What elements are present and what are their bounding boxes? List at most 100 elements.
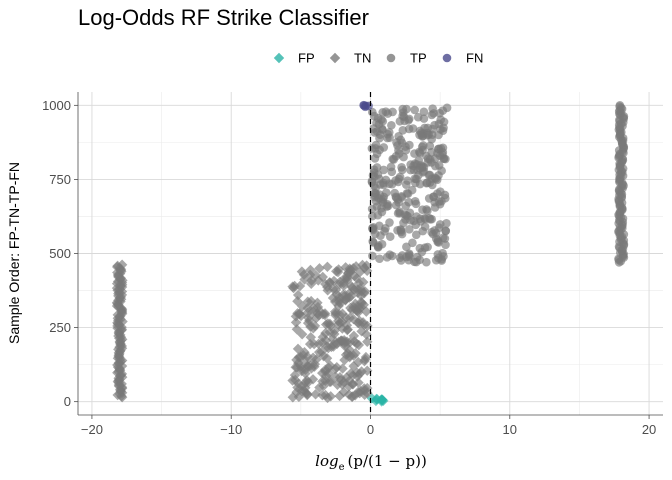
point-tn <box>319 364 331 376</box>
point-tp <box>381 188 391 197</box>
point-tn <box>299 347 310 358</box>
y-tick-label: 750 <box>49 172 71 187</box>
point-tp <box>442 103 452 113</box>
point-tp <box>401 145 411 155</box>
point-tn <box>331 266 342 277</box>
legend-label: FP <box>298 51 315 66</box>
legend-key <box>329 52 341 64</box>
point-tp <box>385 232 395 241</box>
y-tick-label: 500 <box>49 246 71 261</box>
point-tn <box>292 289 304 301</box>
point-tn <box>302 296 313 307</box>
point-tp <box>370 191 380 200</box>
point-tp <box>420 243 430 252</box>
legend-label: TP <box>410 51 427 66</box>
point-tn <box>362 336 373 347</box>
point-tp <box>373 113 383 123</box>
point-tn <box>337 363 348 374</box>
point-tp <box>408 238 417 248</box>
point-tp <box>432 175 442 185</box>
legend-key <box>386 53 396 63</box>
point-tn <box>345 368 357 379</box>
point-tp <box>437 166 446 176</box>
chart-title: Log-Odds RF Strike Classifier <box>78 5 369 30</box>
point-tn <box>317 271 328 283</box>
legend-key <box>273 52 285 64</box>
point-tp <box>420 222 430 231</box>
point-tn <box>328 283 339 295</box>
point-tn <box>306 275 317 286</box>
point-tn <box>296 381 307 392</box>
point-tp <box>428 229 438 239</box>
x-tick-label: −10 <box>220 422 242 437</box>
point-tp <box>388 107 397 117</box>
point-tn <box>354 368 365 379</box>
point-tp <box>615 101 625 110</box>
point-tn <box>338 386 349 398</box>
point-tn <box>354 315 365 326</box>
point-tp <box>430 161 440 171</box>
point-tp <box>387 251 397 261</box>
point-tn <box>334 317 346 328</box>
point-tp <box>395 253 405 263</box>
point-tp <box>401 201 411 211</box>
point-tp <box>423 154 433 164</box>
point-tn <box>349 390 361 401</box>
point-tp <box>401 180 411 189</box>
point-tp <box>393 208 403 218</box>
point-fn <box>360 102 370 112</box>
point-tp <box>441 226 451 236</box>
point-tn <box>289 369 301 381</box>
point-tn <box>292 296 303 307</box>
y-tick-label: 250 <box>49 320 71 335</box>
point-tp <box>442 219 451 228</box>
point-tp <box>411 257 421 267</box>
x-axis-title-base: log <box>315 452 338 470</box>
point-tn <box>116 259 128 270</box>
point-tn <box>310 389 321 400</box>
point-tn <box>362 365 373 376</box>
point-tn <box>296 363 307 374</box>
legend-item-tp: TP <box>386 51 427 66</box>
point-tn <box>300 355 312 367</box>
point-tp <box>410 196 420 206</box>
point-tn <box>322 392 333 404</box>
point-tn <box>350 348 361 359</box>
legend-item-fp: FP <box>273 51 315 66</box>
point-tp <box>395 172 405 182</box>
point-tn <box>296 266 308 277</box>
point-tn <box>351 338 362 349</box>
point-tp <box>434 119 444 129</box>
point-tp <box>375 254 384 264</box>
point-tn <box>338 277 349 289</box>
point-tp <box>398 104 408 114</box>
point-tn <box>345 302 356 314</box>
point-tn <box>314 305 325 317</box>
point-fp <box>376 394 387 406</box>
point-tn <box>311 354 322 365</box>
point-tn <box>322 261 333 272</box>
point-tp <box>419 107 429 117</box>
x-axis: −20 −10 0 10 20 <box>78 414 663 437</box>
data-points <box>111 100 629 407</box>
x-tick-label: 10 <box>503 422 517 437</box>
y-tick-label: 0 <box>64 394 71 409</box>
point-tp <box>378 108 388 117</box>
point-tp <box>410 149 419 158</box>
point-tn <box>292 308 303 319</box>
point-tp <box>411 230 421 240</box>
point-tn <box>314 263 325 274</box>
point-tp <box>380 227 389 236</box>
point-tn <box>328 275 340 287</box>
point-tn <box>330 306 341 317</box>
point-tp <box>419 114 429 123</box>
point-tn <box>342 268 354 279</box>
point-tn <box>288 282 299 294</box>
point-tn <box>346 280 357 292</box>
point-tp <box>434 223 444 233</box>
point-tp <box>385 179 394 189</box>
point-tp <box>418 205 427 215</box>
point-tn <box>116 360 128 372</box>
point-tn <box>308 323 319 334</box>
